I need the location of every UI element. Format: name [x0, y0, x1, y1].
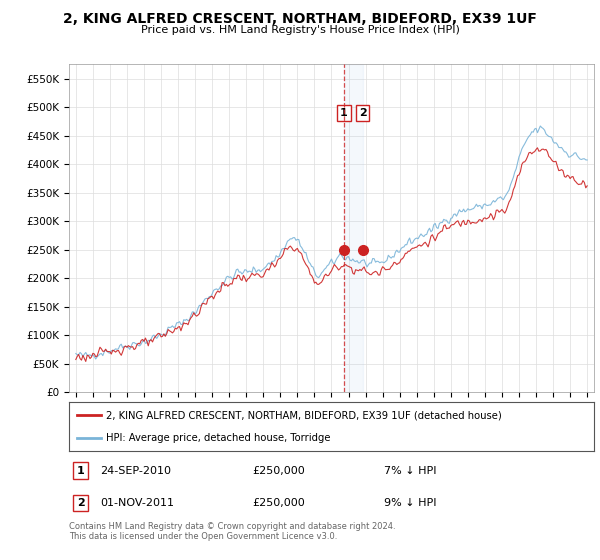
- Text: 2: 2: [77, 498, 85, 508]
- Text: 9% ↓ HPI: 9% ↓ HPI: [384, 498, 437, 508]
- Text: 2: 2: [359, 108, 367, 118]
- Text: HPI: Average price, detached house, Torridge: HPI: Average price, detached house, Torr…: [106, 433, 330, 444]
- Text: 24-SEP-2010: 24-SEP-2010: [101, 466, 172, 476]
- Text: Contains HM Land Registry data © Crown copyright and database right 2024.
This d: Contains HM Land Registry data © Crown c…: [69, 522, 395, 542]
- Text: 01-NOV-2011: 01-NOV-2011: [101, 498, 175, 508]
- Bar: [344, 64, 362, 392]
- Text: £250,000: £250,000: [253, 498, 305, 508]
- Text: 1: 1: [340, 108, 348, 118]
- Text: 7% ↓ HPI: 7% ↓ HPI: [384, 466, 437, 476]
- Text: Price paid vs. HM Land Registry's House Price Index (HPI): Price paid vs. HM Land Registry's House …: [140, 25, 460, 35]
- Text: 2, KING ALFRED CRESCENT, NORTHAM, BIDEFORD, EX39 1UF (detached house): 2, KING ALFRED CRESCENT, NORTHAM, BIDEFO…: [106, 410, 502, 421]
- Text: 2, KING ALFRED CRESCENT, NORTHAM, BIDEFORD, EX39 1UF: 2, KING ALFRED CRESCENT, NORTHAM, BIDEFO…: [63, 12, 537, 26]
- Text: £250,000: £250,000: [253, 466, 305, 476]
- Text: 1: 1: [77, 466, 85, 476]
